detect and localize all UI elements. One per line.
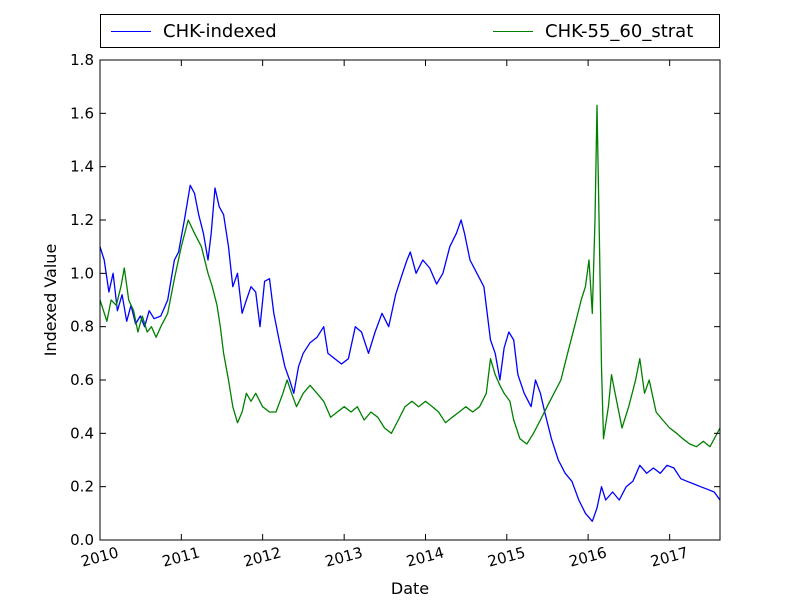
x-tick-label-6: 2016 xyxy=(567,543,609,570)
series-line-1 xyxy=(99,104,721,448)
y-tick-label-3: 0.6 xyxy=(70,371,94,389)
y-tick-label-6: 1.2 xyxy=(70,211,94,229)
y-tick-label-5: 1.0 xyxy=(70,264,94,282)
legend: CHK-indexed CHK-55_60_strat xyxy=(100,14,720,48)
y-tick-label-2: 0.4 xyxy=(70,424,94,442)
legend-swatch-chk-indexed xyxy=(111,30,151,32)
x-tick-label-4: 2014 xyxy=(404,543,446,570)
y-tick-label-7: 1.4 xyxy=(70,158,94,176)
y-tick-label-1: 0.2 xyxy=(70,478,94,496)
y-tick-label-4: 0.8 xyxy=(70,318,94,336)
legend-entry-chk-55-60-strat: CHK-55_60_strat xyxy=(493,20,694,42)
legend-label-chk-55-60-strat: CHK-55_60_strat xyxy=(545,20,694,42)
x-axis: 2010 2011 2012 2013 2014 2015 2016 2017 xyxy=(79,60,690,571)
series-line-0 xyxy=(99,184,721,522)
x-tick-label-7: 2017 xyxy=(649,543,691,570)
y-tick-label-8: 1.6 xyxy=(70,104,94,122)
y-tick-label-9: 1.8 xyxy=(70,51,94,69)
legend-label-chk-indexed: CHK-indexed xyxy=(163,20,277,42)
plot-frame xyxy=(99,59,721,541)
legend-entry-chk-indexed: CHK-indexed xyxy=(111,20,277,42)
series-layer xyxy=(99,104,721,522)
x-tick-label-5: 2015 xyxy=(486,543,528,570)
y-axis-label: Indexed Value xyxy=(41,244,60,357)
x-tick-label-3: 2013 xyxy=(323,543,365,570)
x-axis-label: Date xyxy=(391,579,429,598)
x-tick-label-1: 2011 xyxy=(160,543,202,570)
y-axis: 0.0 0.2 0.4 0.6 0.8 1.0 1.2 1.4 1.6 1.8 xyxy=(70,51,720,549)
x-tick-label-2: 2012 xyxy=(242,543,284,570)
legend-swatch-chk-55-60-strat xyxy=(493,30,533,32)
y-tick-label-0: 0.0 xyxy=(70,531,94,549)
